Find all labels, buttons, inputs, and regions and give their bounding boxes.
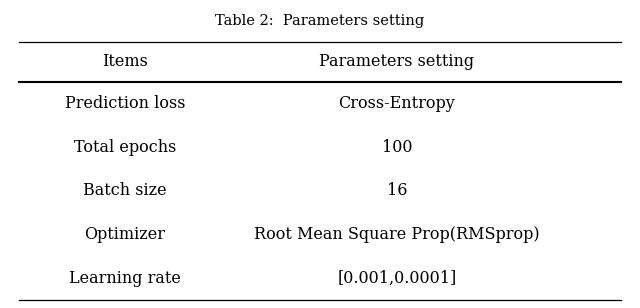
Text: Optimizer: Optimizer <box>84 226 165 243</box>
Text: Prediction loss: Prediction loss <box>65 95 185 112</box>
Text: 100: 100 <box>381 139 412 156</box>
Text: Parameters setting: Parameters setting <box>319 53 474 70</box>
Text: Root Mean Square Prop(RMSprop): Root Mean Square Prop(RMSprop) <box>254 226 540 243</box>
Text: Learning rate: Learning rate <box>69 270 180 287</box>
Text: 16: 16 <box>387 182 407 200</box>
Text: Items: Items <box>102 53 148 70</box>
Text: Cross-Entropy: Cross-Entropy <box>339 95 455 112</box>
Text: Total epochs: Total epochs <box>74 139 176 156</box>
Text: Batch size: Batch size <box>83 182 166 200</box>
Text: Table 2:  Parameters setting: Table 2: Parameters setting <box>216 14 424 28</box>
Text: [0.001,0.0001]: [0.001,0.0001] <box>337 270 456 287</box>
